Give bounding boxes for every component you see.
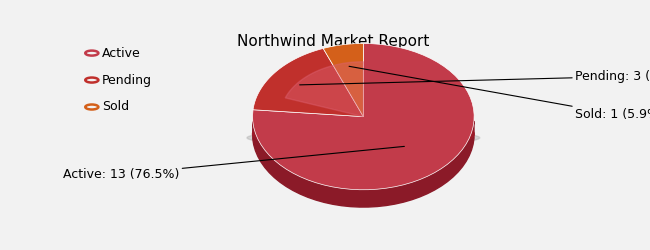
Ellipse shape (253, 116, 474, 152)
Text: Pending: Pending (102, 74, 152, 86)
Text: Active: 13 (76.5%): Active: 13 (76.5%) (63, 146, 404, 181)
Polygon shape (285, 62, 363, 116)
Text: Sold: Sold (102, 100, 129, 114)
Ellipse shape (247, 130, 480, 146)
Polygon shape (323, 44, 363, 117)
Text: Northwind Market Report: Northwind Market Report (237, 34, 429, 49)
Polygon shape (253, 48, 363, 116)
Text: Active: Active (102, 46, 140, 60)
Text: Sold: 1 (5.9%): Sold: 1 (5.9%) (349, 66, 650, 121)
Polygon shape (253, 44, 474, 190)
Polygon shape (253, 121, 474, 207)
Text: Pending: 3 (17.6%): Pending: 3 (17.6%) (300, 70, 650, 85)
